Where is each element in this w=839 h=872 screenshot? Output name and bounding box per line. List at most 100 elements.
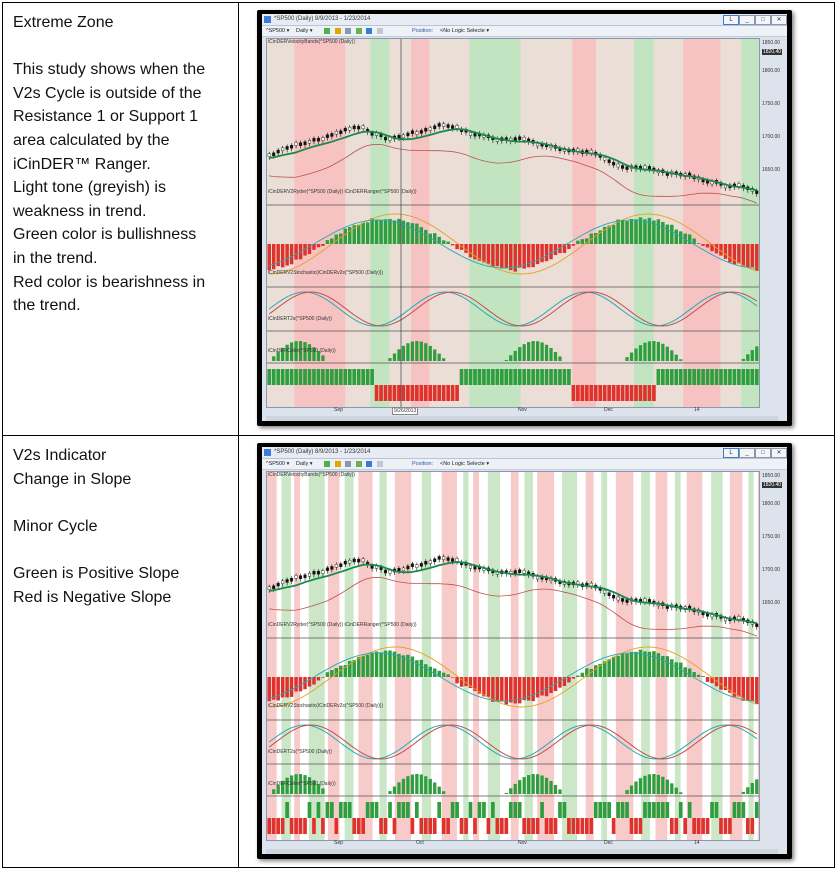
settings-icon[interactable] xyxy=(376,28,383,34)
histogram-bar xyxy=(598,663,602,677)
candle-body xyxy=(352,558,356,563)
color-bar xyxy=(526,369,531,385)
close-button[interactable]: ✕ xyxy=(771,15,787,25)
indicator-icon[interactable] xyxy=(355,461,362,467)
stochastic-line xyxy=(268,724,758,760)
t2s-bar xyxy=(298,341,303,361)
grid-icon[interactable] xyxy=(366,28,373,34)
logic-dropdown[interactable]: <No Logic Selecte ▾ xyxy=(440,461,490,467)
chart-toolbar: ^SP500 ▾ Daily ▾ Position: <No Logic Sel… xyxy=(262,26,787,37)
chart-tools-icons[interactable] xyxy=(324,26,383,38)
indicator-icon[interactable] xyxy=(355,28,362,34)
color-bar xyxy=(276,818,281,834)
crosshair-icon[interactable] xyxy=(345,28,352,34)
zone-band xyxy=(674,472,681,840)
minimize-button[interactable]: _ xyxy=(739,448,755,458)
chart-plot-area[interactable] xyxy=(266,38,760,408)
color-bar xyxy=(522,818,527,834)
bar-style-icon[interactable] xyxy=(324,461,330,467)
draw-icon[interactable] xyxy=(334,461,341,467)
color-bar xyxy=(745,369,750,385)
t2s-bar xyxy=(303,342,307,361)
histogram-bar xyxy=(298,677,303,692)
t2s-bar xyxy=(634,781,638,794)
histogram-bar xyxy=(504,244,509,269)
color-bar xyxy=(486,818,491,834)
color-bar xyxy=(611,385,616,401)
histogram-bar xyxy=(410,656,415,677)
description-line: weakness in trend. xyxy=(13,202,147,220)
zone-band xyxy=(487,472,501,840)
color-bar xyxy=(468,802,473,818)
histogram-bar xyxy=(294,244,298,260)
logic-dropdown[interactable]: <No Logic Selecte ▾ xyxy=(440,28,490,34)
t2s-bar xyxy=(285,344,289,361)
histogram-bar xyxy=(607,659,611,677)
histogram-bar xyxy=(491,244,495,267)
close-button[interactable]: ✕ xyxy=(771,448,787,458)
draw-icon[interactable] xyxy=(334,28,341,34)
histogram-bar xyxy=(348,661,352,677)
color-bar xyxy=(423,385,428,401)
histogram-bar xyxy=(616,655,620,677)
chart-plot-area[interactable] xyxy=(266,471,760,841)
bar-style-icon[interactable] xyxy=(324,28,330,34)
t2s-bar xyxy=(540,342,544,361)
t2s-bar xyxy=(419,774,423,794)
histogram-bar xyxy=(339,233,343,244)
histogram-bar xyxy=(567,677,571,683)
minimize-button[interactable]: _ xyxy=(739,15,755,25)
t2s-bar xyxy=(504,792,508,794)
y-tick: 1800.00 xyxy=(762,501,781,507)
histogram-bar xyxy=(473,244,477,260)
candle-body xyxy=(285,579,289,583)
color-bar xyxy=(383,385,388,401)
candle-body xyxy=(513,570,517,574)
color-bar xyxy=(334,818,339,834)
candle-body xyxy=(424,561,428,565)
maximize-button[interactable]: □ xyxy=(755,15,771,25)
color-bar xyxy=(446,385,450,401)
symbol-dropdown[interactable]: ^SP500 ▾ xyxy=(266,461,290,467)
histogram-bar xyxy=(535,677,540,698)
horizontal-scrollbar[interactable] xyxy=(266,416,778,421)
symbol-dropdown[interactable]: ^SP500 ▾ xyxy=(266,28,290,34)
histogram-bar xyxy=(643,219,647,244)
t2s-bar xyxy=(276,351,280,361)
histogram-bar xyxy=(410,223,415,244)
candle-body xyxy=(339,130,343,134)
chart-tools-icons[interactable] xyxy=(324,459,383,471)
histogram-bar xyxy=(473,677,477,692)
y-tick: 1650.00 xyxy=(762,600,781,606)
t2s-bar xyxy=(281,347,285,361)
color-bar xyxy=(365,802,370,818)
window-titlebar: *SP500 (Daily) 8/9/2013 - 1/23/2014 L _ … xyxy=(262,14,787,26)
grid-icon[interactable] xyxy=(366,461,373,467)
t2s-bar xyxy=(553,784,558,794)
candle-body xyxy=(442,123,446,127)
settings-icon[interactable] xyxy=(376,461,383,467)
interval-dropdown[interactable]: Daily ▾ xyxy=(296,461,313,467)
histogram-bar xyxy=(289,677,294,697)
histogram-bar xyxy=(486,677,491,697)
t2s-bar xyxy=(661,343,665,361)
histogram-bar xyxy=(607,225,611,244)
interval-dropdown[interactable]: Daily ▾ xyxy=(296,28,313,34)
link-icon[interactable]: L xyxy=(723,448,739,458)
link-icon[interactable]: L xyxy=(723,15,739,25)
t2s-bar xyxy=(679,359,683,361)
description-line: Green is Positive Slope xyxy=(13,564,180,582)
crosshair-icon[interactable] xyxy=(345,461,352,467)
color-bar xyxy=(343,802,348,818)
maximize-button[interactable]: □ xyxy=(755,448,771,458)
histogram-bar xyxy=(437,670,441,677)
color-bar xyxy=(531,369,535,385)
color-bar xyxy=(567,369,571,385)
description-line: Red color is bearishness in xyxy=(13,273,206,291)
t2s-bar xyxy=(312,347,316,361)
horizontal-scrollbar[interactable] xyxy=(266,849,778,854)
histogram-bar xyxy=(267,677,271,702)
t2s-bar xyxy=(410,341,414,361)
color-bar xyxy=(280,369,285,385)
color-bar xyxy=(307,802,312,818)
